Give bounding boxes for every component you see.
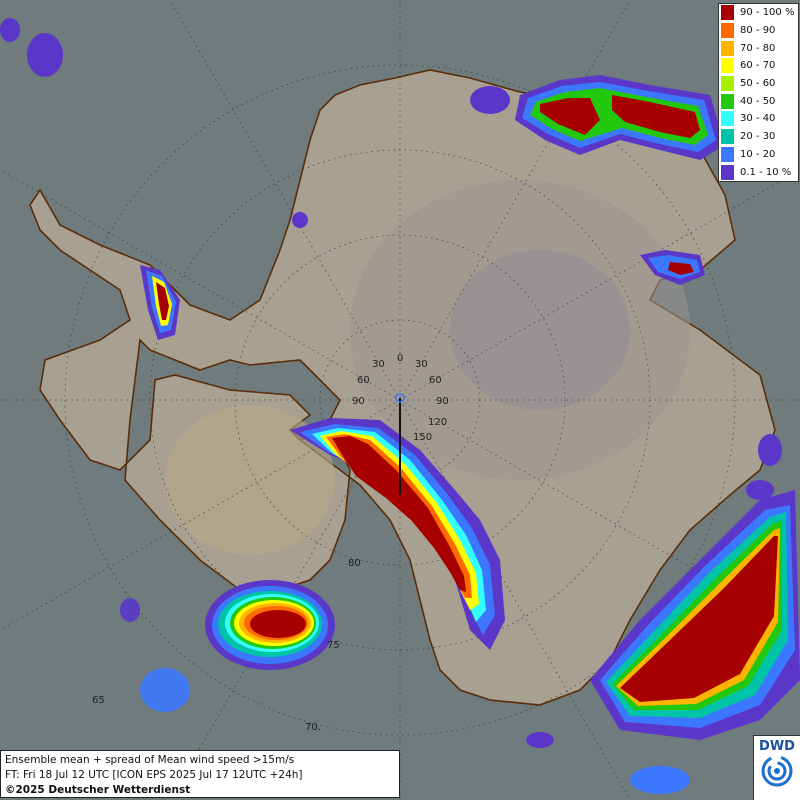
legend-swatch — [721, 76, 734, 92]
legend-label: 40 - 50 — [740, 95, 776, 107]
legend-row: 70 - 80 — [719, 39, 798, 57]
lat-label-75: 75 — [327, 640, 340, 651]
legend-swatch — [721, 146, 734, 162]
legend-swatch — [721, 23, 734, 39]
legend-row: 80 - 90 — [719, 22, 798, 40]
legend-row: 50 - 60 — [719, 75, 798, 93]
wind-patches-faint — [0, 18, 782, 794]
lat-label-65: 65 — [92, 695, 105, 706]
legend-swatch — [721, 93, 734, 109]
lon-label-60w: 60 — [357, 375, 370, 386]
lon-label-30w: 30 — [372, 359, 385, 370]
legend-label: 60 - 70 — [740, 60, 776, 72]
wind-blob-southwest — [205, 580, 335, 670]
lon-label-120: 120 — [428, 417, 447, 428]
dwd-swirl-icon — [761, 755, 793, 787]
legend-label: 70 - 80 — [740, 42, 776, 54]
info-box: Ensemble mean + spread of Mean wind spee… — [0, 750, 400, 798]
legend-row: 30 - 40 — [719, 110, 798, 128]
legend-row: 0.1 - 10 % — [719, 163, 798, 181]
legend-row: 90 - 100 % — [719, 4, 798, 22]
wind-blob-lower-left-faint-2 — [120, 598, 140, 622]
wind-blob-peninsula — [140, 265, 180, 340]
legend-row: 60 - 70 — [719, 57, 798, 75]
legend-label: 90 - 100 % — [740, 7, 795, 19]
lon-label-60e: 60 — [429, 375, 442, 386]
legend-swatch — [721, 58, 734, 74]
legend-label: 20 - 30 — [740, 131, 776, 143]
legend-swatch — [721, 111, 734, 127]
legend-label: 30 - 40 — [740, 113, 776, 125]
wind-band-southeast — [590, 490, 800, 740]
dwd-logo: DWD — [753, 735, 800, 800]
info-title: Ensemble mean + spread of Mean wind spee… — [5, 754, 295, 766]
info-forecast-time: FT: Fri 18 Jul 12 UTC [ICON EPS 2025 Jul… — [5, 769, 303, 781]
legend-label: 10 - 20 — [740, 148, 776, 160]
lat-label-80: 80 — [348, 558, 361, 569]
lon-label-30e: 30 — [415, 359, 428, 370]
lon-label-90w: 90 — [352, 396, 365, 407]
wind-blob-east-coast — [640, 250, 705, 285]
legend-row: 10 - 20 — [719, 146, 798, 164]
legend-row: 20 - 30 — [719, 128, 798, 146]
legend-swatch — [721, 40, 734, 56]
legend-row: 40 - 50 — [719, 92, 798, 110]
lon-label-90e: 90 — [436, 396, 449, 407]
legend-swatch — [721, 5, 734, 21]
ice-shelf-shading — [165, 405, 335, 555]
wind-blob-lower-left-faint — [140, 668, 190, 712]
pole-marker — [395, 393, 405, 403]
legend: 90 - 100 % 80 - 90 70 - 80 60 - 70 50 - 60 40… — [718, 3, 799, 182]
dwd-logo-text: DWD — [759, 739, 795, 754]
legend-label: 50 - 60 — [740, 78, 776, 90]
info-copyright: ©2025 Deutscher Wetterdienst — [5, 784, 191, 796]
legend-label: 0.1 - 10 % — [740, 166, 792, 178]
plateau-shading-inner — [450, 250, 630, 410]
legend-swatch — [721, 129, 734, 145]
lon-label-150: 150 — [413, 432, 432, 443]
wind-blob-northeast — [515, 75, 725, 160]
legend-swatch — [721, 164, 734, 180]
legend-label: 80 - 90 — [740, 25, 776, 37]
lat-label-70: 70. — [305, 722, 321, 733]
lon-label-0: 0 — [397, 353, 403, 364]
